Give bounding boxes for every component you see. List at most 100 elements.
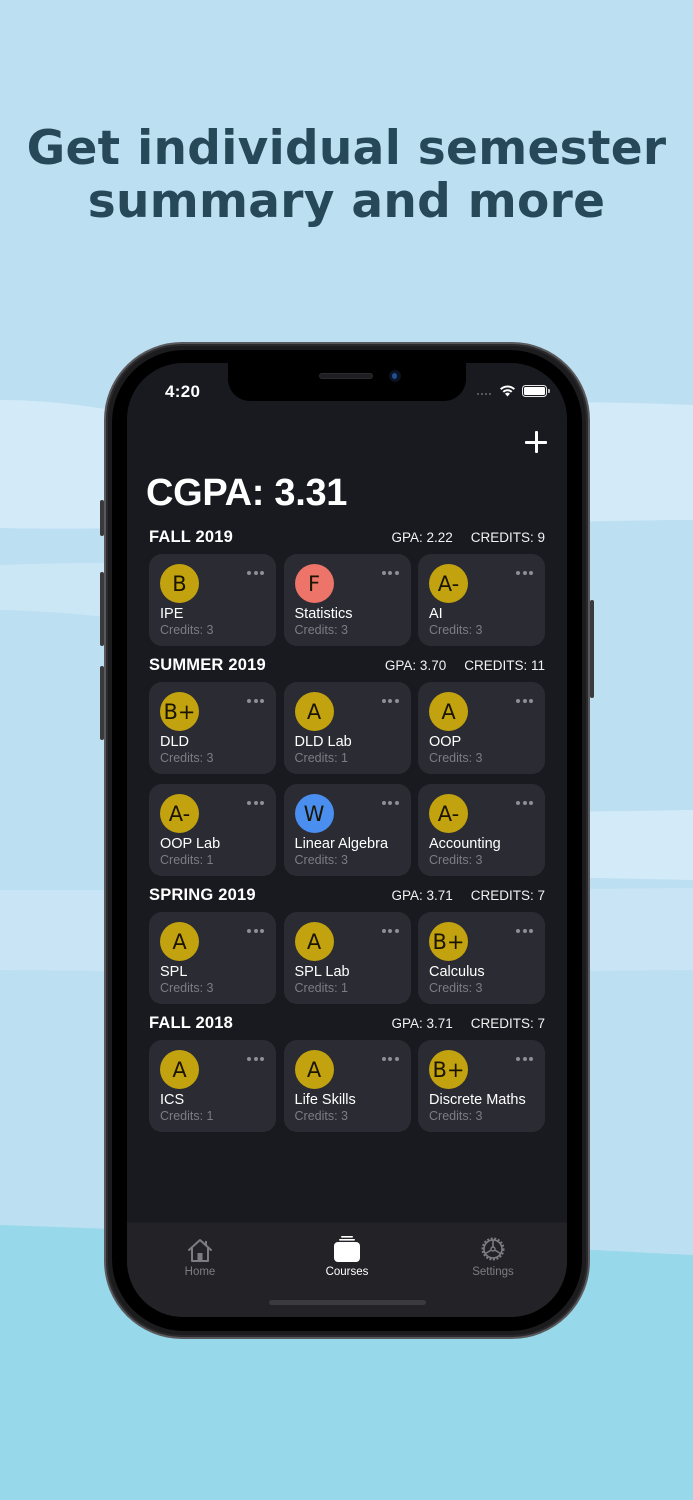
course-card[interactable]: A OOP Credits: 3 [418,682,545,774]
tab-bar: Home Courses Settings [127,1222,567,1317]
semester-credits: CREDITS: 7 [470,887,545,903]
more-options-icon[interactable] [245,697,266,705]
course-card[interactable]: A SPL Credits: 3 [149,912,276,1004]
course-name: Accounting [429,836,501,852]
grade-badge: A [160,1050,199,1089]
add-course-button[interactable] [525,431,547,453]
course-credits: Credits: 3 [429,853,483,867]
course-name: Linear Algebra [294,836,389,852]
course-card[interactable]: A SPL Lab Credits: 1 [283,912,411,1004]
course-credits: Credits: 3 [160,981,214,995]
course-credits: Credits: 1 [160,853,214,867]
semester-gpa: GPA: 3.71 [391,887,453,903]
more-options-icon[interactable] [380,799,401,807]
speaker-grille [319,373,373,379]
cgpa-title: CGPA: 3.31 [146,472,348,514]
semester-credits: CREDITS: 11 [464,657,545,673]
tab-label: Settings [472,1266,514,1278]
phone-volume-down-button [100,666,104,740]
grade-badge: B [160,564,199,603]
headline: Get individual semester summary and more [0,122,693,228]
tab-courses[interactable]: Courses [297,1233,397,1278]
front-camera [389,370,401,382]
more-options-icon[interactable] [514,1055,535,1063]
semester-title: FALL 2018 [149,1013,234,1032]
grade-badge: F [294,564,334,603]
course-name: SPL [160,964,188,980]
course-name: OOP [429,734,462,750]
course-card[interactable]: A- AI Credits: 3 [418,554,545,646]
course-card[interactable]: B IPE Credits: 3 [149,554,276,646]
more-options-icon[interactable] [245,927,266,935]
course-credits: Credits: 3 [160,751,214,765]
more-options-icon[interactable] [380,697,401,705]
course-credits: Credits: 1 [294,751,349,765]
grade-badge: A [429,692,468,731]
course-credits: Credits: 3 [429,751,483,765]
course-name: SPL Lab [294,964,350,980]
course-card[interactable]: A- OOP Lab Credits: 1 [149,784,276,876]
tab-home[interactable]: Home [150,1233,250,1278]
grade-badge: A- [429,794,468,833]
course-card[interactable]: B+ Calculus Credits: 3 [418,912,545,1004]
more-options-icon[interactable] [380,569,401,577]
course-card[interactable]: A- Accounting Credits: 3 [418,784,545,876]
grade-badge: A [160,922,199,961]
status-time: 4:20 [165,382,201,401]
course-name: Discrete Maths [429,1092,526,1108]
grade-badge: A- [429,564,468,603]
tab-settings[interactable]: Settings [443,1233,543,1278]
course-credits: Credits: 3 [160,623,214,637]
phone-mute-switch [100,500,104,536]
course-name: Statistics [294,606,353,622]
course-name: DLD Lab [294,734,352,750]
cellular-dots-icon [477,392,491,395]
course-name: IPE [160,606,184,622]
semester-list: FALL 2019 GPA: 2.22 CREDITS: 9 B IPE Cre… [149,526,545,1140]
semester-gpa: GPA: 3.70 [384,657,447,673]
course-card[interactable]: B+ Discrete Maths Credits: 3 [418,1040,545,1132]
stack-icon [334,1236,360,1262]
more-options-icon[interactable] [514,697,535,705]
phone-volume-up-button [100,572,104,646]
more-options-icon[interactable] [514,799,535,807]
more-options-icon[interactable] [245,1055,266,1063]
course-card[interactable]: A DLD Lab Credits: 1 [283,682,411,774]
semester-title: FALL 2019 [149,527,234,546]
wifi-icon [500,385,515,397]
grade-badge: B+ [429,922,468,961]
course-card[interactable]: A ICS Credits: 1 [149,1040,276,1132]
course-credits: Credits: 3 [429,1109,483,1123]
course-credits: Credits: 3 [429,623,483,637]
course-name: OOP Lab [160,836,221,852]
gear-icon [481,1237,505,1261]
course-card[interactable]: A Life Skills Credits: 3 [283,1040,411,1132]
status-icons [477,384,550,397]
more-options-icon[interactable] [245,799,266,807]
grade-badge: W [294,794,334,833]
house-icon [188,1239,212,1262]
more-options-icon[interactable] [514,569,535,577]
course-card[interactable]: F Statistics Credits: 3 [283,554,411,646]
course-credits: Credits: 3 [294,623,349,637]
home-indicator[interactable] [269,1300,426,1305]
headline-line-2: summary and more [87,174,606,229]
phone-notch [228,363,466,401]
course-credits: Credits: 3 [429,981,483,995]
more-options-icon[interactable] [514,927,535,935]
course-card[interactable]: W Linear Algebra Credits: 3 [283,784,411,876]
course-credits: Credits: 3 [294,1109,349,1123]
course-credits: Credits: 3 [294,853,349,867]
more-options-icon[interactable] [380,927,401,935]
tab-label: Courses [325,1266,369,1278]
app-screen: 4:20 CGPA: 3.31 FALL 2019 GPA: 2.22 CRED… [127,363,567,1317]
more-options-icon[interactable] [245,569,266,577]
course-card[interactable]: B+ DLD Credits: 3 [149,682,276,774]
grade-badge: B+ [429,1050,468,1089]
more-options-icon[interactable] [380,1055,401,1063]
course-name: AI [429,606,443,622]
semester-credits: CREDITS: 9 [470,529,545,545]
tab-label: Home [184,1266,216,1278]
course-credits: Credits: 1 [160,1109,214,1123]
semester-section-fall-2018: FALL 2018 GPA: 3.71 CREDITS: 7 A ICS Cre… [149,1012,545,1132]
